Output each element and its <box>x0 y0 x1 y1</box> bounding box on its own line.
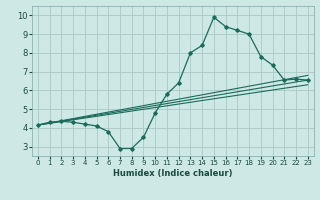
X-axis label: Humidex (Indice chaleur): Humidex (Indice chaleur) <box>113 169 233 178</box>
